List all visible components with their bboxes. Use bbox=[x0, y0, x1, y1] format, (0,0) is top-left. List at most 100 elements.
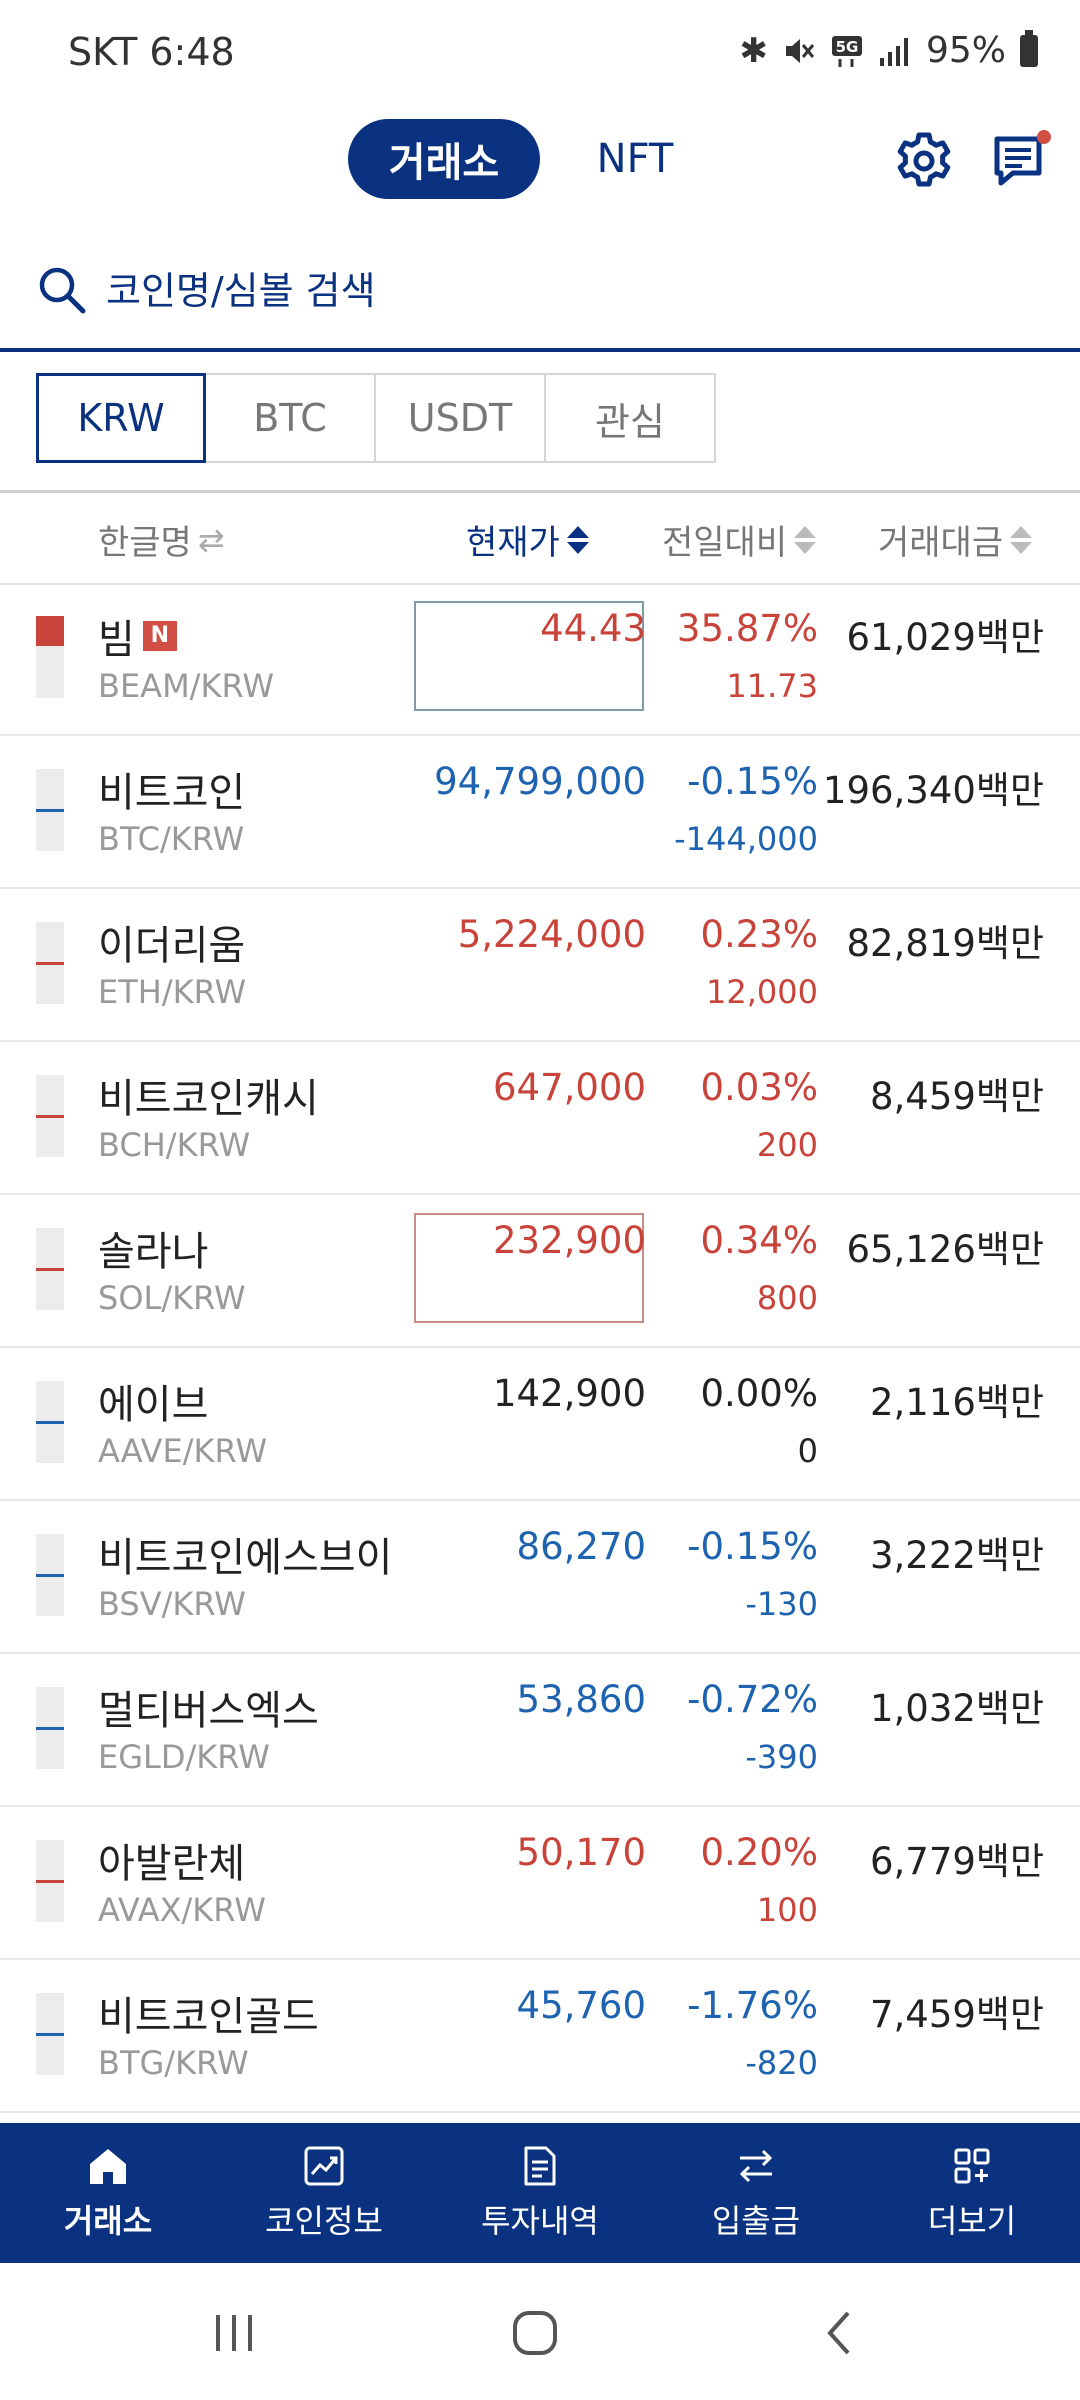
signal-icon bbox=[879, 37, 908, 66]
nav-label: 거래소 bbox=[63, 2202, 153, 2240]
document-icon bbox=[524, 2146, 556, 2186]
trade-volume: 82,819백만 bbox=[846, 922, 1044, 965]
candle-body bbox=[36, 809, 64, 812]
coin-row[interactable]: 비트코인 BTC/KRW 94,799,000 -0.15% -144,000 196,3… bbox=[0, 736, 1080, 889]
home-button-icon[interactable] bbox=[505, 2303, 565, 2363]
coin-name: 비트코인에스브이 bbox=[98, 1525, 392, 1583]
coin-symbol: AVAX/KRW bbox=[98, 1891, 266, 1929]
column-change[interactable]: 전일대비 bbox=[662, 515, 817, 564]
coin-name-text: 아발란체 bbox=[98, 1841, 246, 1887]
back-icon[interactable] bbox=[810, 2303, 870, 2363]
change-amount: 200 bbox=[756, 1126, 818, 1164]
candle-body bbox=[36, 1574, 64, 1577]
coin-name: 비트코인 bbox=[98, 760, 245, 818]
nav-exchange[interactable]: 거래소 bbox=[0, 2123, 216, 2263]
coin-name: 아발란체 bbox=[98, 1831, 245, 1889]
coin-symbol: AAVE/KRW bbox=[98, 1432, 268, 1470]
coin-row[interactable]: 빔 N BEAM/KRW 44.43 35.87% 11.73 61,029백만 bbox=[0, 583, 1080, 736]
svg-text:5G: 5G bbox=[836, 38, 859, 56]
coin-row[interactable]: 이더리움 ETH/KRW 5,224,000 0.23% 12,000 82,819백만 bbox=[0, 889, 1080, 1042]
chat-icon[interactable] bbox=[992, 129, 1054, 191]
candle-body bbox=[36, 1880, 64, 1883]
coin-name-text: 비트코인에스브이 bbox=[98, 1535, 393, 1581]
coin-name-text: 이더리움 bbox=[98, 923, 246, 969]
mini-candle bbox=[36, 1534, 64, 1616]
battery-percent: 95% bbox=[925, 30, 1006, 71]
column-name-label: 한글명 bbox=[98, 523, 192, 563]
mini-candle bbox=[36, 769, 64, 851]
trade-volume: 7,459백만 bbox=[869, 1993, 1044, 2036]
coin-name: 비트코인캐시 bbox=[98, 1066, 319, 1124]
current-price: 44.43 bbox=[540, 607, 646, 650]
column-price[interactable]: 현재가 bbox=[466, 515, 590, 564]
current-price: 5,224,000 bbox=[457, 913, 646, 956]
gear-icon[interactable] bbox=[892, 129, 956, 193]
coin-row[interactable]: 솔라나 SOL/KRW 232,900 0.34% 800 65,126백만 bbox=[0, 1195, 1080, 1348]
column-volume-label: 거래대금 bbox=[878, 523, 1004, 563]
tab-krw[interactable]: KRW bbox=[36, 373, 206, 463]
mini-candle bbox=[36, 1687, 64, 1769]
nav-label: 투자내역 bbox=[481, 2202, 599, 2240]
nav-investment-history[interactable]: 투자내역 bbox=[432, 2123, 648, 2263]
candle-body bbox=[36, 1268, 64, 1271]
coin-name: 이더리움 bbox=[98, 913, 245, 971]
grid-plus-icon bbox=[954, 2148, 990, 2184]
top-header: 거래소 NFT bbox=[0, 105, 1080, 215]
coin-row[interactable]: 멀티버스엑스 EGLD/KRW 53,860 -0.72% -390 1,032백만 bbox=[0, 1654, 1080, 1807]
current-price: 45,760 bbox=[516, 1984, 646, 2027]
nav-deposit-withdraw[interactable]: 입출금 bbox=[648, 2123, 864, 2263]
trade-volume: 6,779백만 bbox=[869, 1840, 1044, 1883]
change-amount: 800 bbox=[756, 1279, 818, 1317]
coin-name-text: 에이브 bbox=[98, 1382, 209, 1428]
tab-btc[interactable]: BTC bbox=[204, 373, 376, 463]
coin-row[interactable]: 에이브 AAVE/KRW 142,900 0.00% 0 2,116백만 bbox=[0, 1348, 1080, 1501]
coin-name-text: 빔 bbox=[98, 617, 135, 663]
coin-row[interactable]: 아발란체 AVAX/KRW 50,170 0.20% 100 6,779백만 bbox=[0, 1807, 1080, 1960]
tab-nft[interactable]: NFT bbox=[596, 136, 674, 182]
coin-symbol: BTC/KRW bbox=[98, 820, 245, 858]
current-price: 94,799,000 bbox=[434, 760, 646, 803]
home-icon bbox=[90, 2149, 126, 2184]
price-change-highlight bbox=[414, 601, 644, 711]
search-input[interactable] bbox=[104, 260, 1008, 322]
tab-usdt[interactable]: USDT bbox=[374, 373, 546, 463]
coin-row[interactable]: 비트코인캐시 BCH/KRW 647,000 0.03% 200 8,459백만 bbox=[0, 1042, 1080, 1195]
current-price: 142,900 bbox=[492, 1372, 646, 1415]
system-nav-bar bbox=[0, 2263, 1080, 2400]
column-price-label: 현재가 bbox=[466, 523, 560, 563]
sort-icon bbox=[793, 525, 817, 555]
nav-label: 더보기 bbox=[927, 2202, 1017, 2240]
column-headers: 한글명 ⇄ 현재가 전일대비 거래대금 bbox=[0, 493, 1080, 585]
nav-more[interactable]: 더보기 bbox=[864, 2123, 1080, 2263]
status-icons: ✱ 5G 95% bbox=[739, 29, 1038, 71]
change-amount: -390 bbox=[745, 1738, 818, 1776]
bottom-nav: 거래소 코인정보 투자내역 입출금 bbox=[0, 2123, 1080, 2263]
candle-body bbox=[36, 962, 64, 965]
recent-apps-icon[interactable] bbox=[204, 2303, 264, 2363]
coin-symbol: EGLD/KRW bbox=[98, 1738, 270, 1776]
sort-desc-icon bbox=[566, 525, 590, 555]
change-percent: -0.15% bbox=[687, 1525, 818, 1568]
search-icon[interactable] bbox=[36, 264, 88, 316]
mini-candle bbox=[36, 922, 64, 1004]
tab-exchange[interactable]: 거래소 bbox=[348, 119, 540, 199]
tab-favorites[interactable]: 관심 bbox=[544, 373, 716, 463]
coin-symbol: BCH/KRW bbox=[98, 1126, 251, 1164]
mini-candle bbox=[36, 1381, 64, 1463]
coin-symbol: BSV/KRW bbox=[98, 1585, 246, 1623]
coin-name-text: 비트코인캐시 bbox=[98, 1076, 319, 1122]
current-price: 50,170 bbox=[516, 1831, 646, 1874]
trade-volume: 2,116백만 bbox=[869, 1381, 1044, 1424]
trade-volume: 196,340백만 bbox=[822, 769, 1044, 812]
column-name[interactable]: 한글명 ⇄ bbox=[98, 515, 225, 564]
trade-volume: 65,126백만 bbox=[846, 1228, 1044, 1271]
coin-symbol: BTG/KRW bbox=[98, 2044, 249, 2082]
change-percent: -0.72% bbox=[687, 1678, 818, 1721]
coin-row[interactable]: 비트코인에스브이 BSV/KRW 86,270 -0.15% -130 3,222백만 bbox=[0, 1501, 1080, 1654]
coin-name: 에이브 bbox=[98, 1372, 208, 1430]
search-bar bbox=[0, 240, 1080, 352]
column-volume[interactable]: 거래대금 bbox=[878, 515, 1033, 564]
nav-coin-info[interactable]: 코인정보 bbox=[216, 2123, 432, 2263]
mini-candle bbox=[36, 1228, 64, 1310]
coin-row[interactable]: 비트코인골드 BTG/KRW 45,760 -1.76% -820 7,459백만 bbox=[0, 1960, 1080, 2113]
